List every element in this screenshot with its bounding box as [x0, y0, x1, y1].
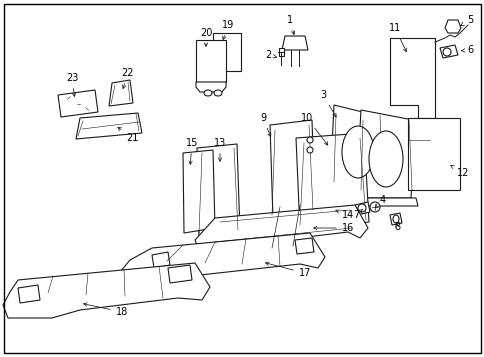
Bar: [278, 48, 284, 56]
Bar: [196, 40, 226, 82]
Text: 1: 1: [287, 15, 294, 35]
Polygon shape: [294, 238, 313, 254]
Text: 9: 9: [259, 113, 271, 137]
Text: 10: 10: [300, 113, 327, 145]
Polygon shape: [196, 82, 226, 92]
Text: 13: 13: [213, 138, 226, 161]
Polygon shape: [407, 118, 459, 190]
Polygon shape: [167, 265, 192, 283]
Text: 22: 22: [121, 68, 134, 89]
Text: 16: 16: [313, 223, 353, 233]
Text: 20: 20: [199, 28, 212, 46]
Polygon shape: [151, 252, 170, 268]
Polygon shape: [354, 202, 369, 215]
Text: 4: 4: [375, 195, 385, 208]
Ellipse shape: [213, 90, 222, 96]
Polygon shape: [355, 110, 415, 198]
Polygon shape: [18, 285, 40, 303]
Ellipse shape: [204, 90, 212, 96]
Polygon shape: [439, 45, 457, 58]
Text: 6: 6: [460, 45, 472, 55]
Polygon shape: [197, 144, 240, 238]
Polygon shape: [444, 20, 460, 33]
Text: 15: 15: [185, 138, 198, 164]
Polygon shape: [389, 38, 434, 118]
Polygon shape: [76, 113, 142, 139]
Bar: [212, 33, 241, 71]
Text: 23: 23: [66, 73, 78, 96]
Text: 2: 2: [264, 50, 276, 60]
Polygon shape: [58, 90, 98, 117]
Polygon shape: [270, 120, 314, 220]
Polygon shape: [329, 105, 385, 190]
Text: 5: 5: [460, 15, 472, 26]
Text: 21: 21: [118, 127, 138, 143]
Polygon shape: [389, 213, 401, 225]
Ellipse shape: [306, 137, 312, 143]
Polygon shape: [195, 205, 367, 253]
Ellipse shape: [369, 202, 379, 212]
Polygon shape: [120, 233, 324, 285]
Text: 12: 12: [450, 165, 468, 178]
Text: 19: 19: [221, 20, 234, 40]
Ellipse shape: [357, 204, 365, 212]
Polygon shape: [182, 150, 214, 233]
Ellipse shape: [368, 131, 402, 187]
Polygon shape: [3, 263, 210, 318]
Text: 7: 7: [352, 210, 362, 220]
Polygon shape: [358, 198, 417, 206]
Text: 8: 8: [393, 222, 399, 232]
Text: 17: 17: [265, 262, 311, 278]
Text: 11: 11: [388, 23, 406, 52]
Ellipse shape: [341, 126, 373, 178]
Polygon shape: [281, 36, 307, 50]
Polygon shape: [295, 133, 368, 230]
Text: 14: 14: [335, 210, 353, 220]
Ellipse shape: [442, 48, 450, 56]
Text: 3: 3: [319, 90, 335, 117]
Ellipse shape: [392, 215, 398, 223]
Polygon shape: [109, 80, 133, 106]
Ellipse shape: [306, 147, 312, 153]
Text: 18: 18: [83, 303, 128, 317]
